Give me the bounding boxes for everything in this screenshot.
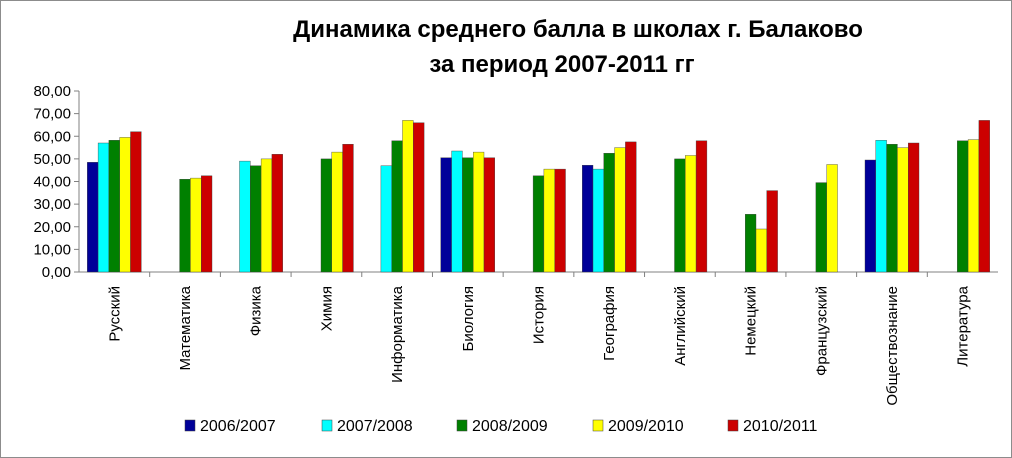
bar bbox=[755, 228, 768, 273]
legend-label: 2007/2008 bbox=[337, 418, 413, 435]
y-tick-labels: 0,00 10,00 20,00 30,00 40,00 50,00 60,00 70,00 8… bbox=[33, 83, 71, 281]
bar bbox=[603, 152, 615, 273]
bar bbox=[875, 140, 887, 273]
y-tick-label: 20,00 bbox=[33, 219, 71, 236]
x-category-label: Немецкий bbox=[743, 286, 760, 356]
y-tick-label: 0,00 bbox=[42, 264, 71, 281]
bar bbox=[200, 175, 213, 273]
bar bbox=[695, 140, 708, 273]
chart-title-line-1: Динамика среднего балла в школах г. Бала… bbox=[293, 16, 863, 43]
bar bbox=[745, 214, 757, 273]
bar bbox=[532, 175, 545, 273]
bar bbox=[108, 140, 120, 273]
x-category-label: История bbox=[531, 286, 548, 344]
bar bbox=[625, 141, 637, 273]
legend-swatch bbox=[592, 419, 604, 432]
bar bbox=[250, 165, 262, 273]
bar bbox=[815, 182, 827, 273]
bar bbox=[451, 150, 463, 273]
x-category-label: Обществознание bbox=[884, 286, 901, 406]
y-tick-label: 30,00 bbox=[33, 196, 71, 213]
bar bbox=[614, 147, 626, 273]
bar bbox=[978, 120, 990, 273]
chart-title-line-2: за период 2007-2011 гг bbox=[429, 51, 694, 78]
bar bbox=[97, 142, 110, 273]
legend-label: 2006/2007 bbox=[200, 418, 276, 435]
x-category-label: Химия bbox=[318, 286, 335, 331]
bar bbox=[685, 155, 697, 273]
bar bbox=[766, 190, 778, 273]
x-category-label: Английский bbox=[672, 286, 689, 366]
bar bbox=[554, 168, 566, 273]
legend: 2006/2007 2007/2008 2008/2009 2009/2010 2010… bbox=[184, 418, 818, 435]
x-category-label: Биология bbox=[460, 286, 477, 351]
bar bbox=[473, 151, 485, 273]
legend-swatch bbox=[184, 419, 196, 432]
bar bbox=[674, 158, 686, 273]
bar bbox=[967, 139, 980, 273]
x-category-label: География bbox=[601, 286, 618, 361]
bar bbox=[190, 177, 202, 273]
bar bbox=[440, 157, 452, 273]
y-tick-label: 50,00 bbox=[33, 151, 71, 168]
bar bbox=[391, 140, 403, 273]
bar bbox=[87, 162, 99, 273]
bar bbox=[119, 137, 131, 273]
y-tick-label: 70,00 bbox=[33, 106, 71, 123]
bar bbox=[592, 168, 605, 273]
bar bbox=[331, 151, 343, 273]
bars bbox=[87, 120, 990, 273]
legend-label: 2010/2011 bbox=[743, 418, 818, 435]
bar bbox=[179, 178, 191, 273]
bar bbox=[320, 158, 333, 273]
bar bbox=[260, 158, 273, 273]
bar bbox=[239, 160, 251, 273]
x-category-label: Математика bbox=[177, 285, 194, 370]
legend-label: 2009/2010 bbox=[608, 418, 684, 435]
y-tick-label: 60,00 bbox=[33, 128, 71, 145]
y-tick-label: 80,00 bbox=[33, 83, 71, 100]
legend-swatch bbox=[727, 419, 739, 432]
legend-label: 2008/2009 bbox=[472, 418, 548, 435]
bar bbox=[271, 154, 283, 273]
bar bbox=[886, 143, 898, 273]
bar bbox=[543, 168, 555, 273]
x-category-labels: Русский Математика Физика Химия Информатика Б… bbox=[106, 285, 971, 405]
bar bbox=[342, 143, 354, 273]
bar bbox=[582, 164, 594, 273]
bar bbox=[897, 147, 909, 273]
legend-swatch bbox=[321, 419, 333, 432]
x-category-label: Французский bbox=[813, 286, 830, 376]
x-category-label: Литература bbox=[955, 285, 972, 366]
bar bbox=[462, 157, 474, 273]
bar bbox=[380, 165, 392, 273]
bar bbox=[483, 157, 496, 273]
y-tick-label: 10,00 bbox=[33, 241, 71, 258]
bar bbox=[864, 159, 877, 273]
bar bbox=[130, 131, 142, 273]
x-category-label: Информатика bbox=[389, 285, 406, 383]
bar bbox=[908, 142, 920, 273]
y-tick-label: 40,00 bbox=[33, 174, 71, 191]
x-category-label: Русский bbox=[106, 286, 123, 342]
x-category-label: Физика bbox=[248, 285, 265, 336]
bar bbox=[413, 122, 425, 273]
bar bbox=[957, 140, 969, 273]
legend-swatch bbox=[456, 419, 468, 432]
bar bbox=[826, 164, 838, 273]
bar bbox=[402, 120, 414, 273]
